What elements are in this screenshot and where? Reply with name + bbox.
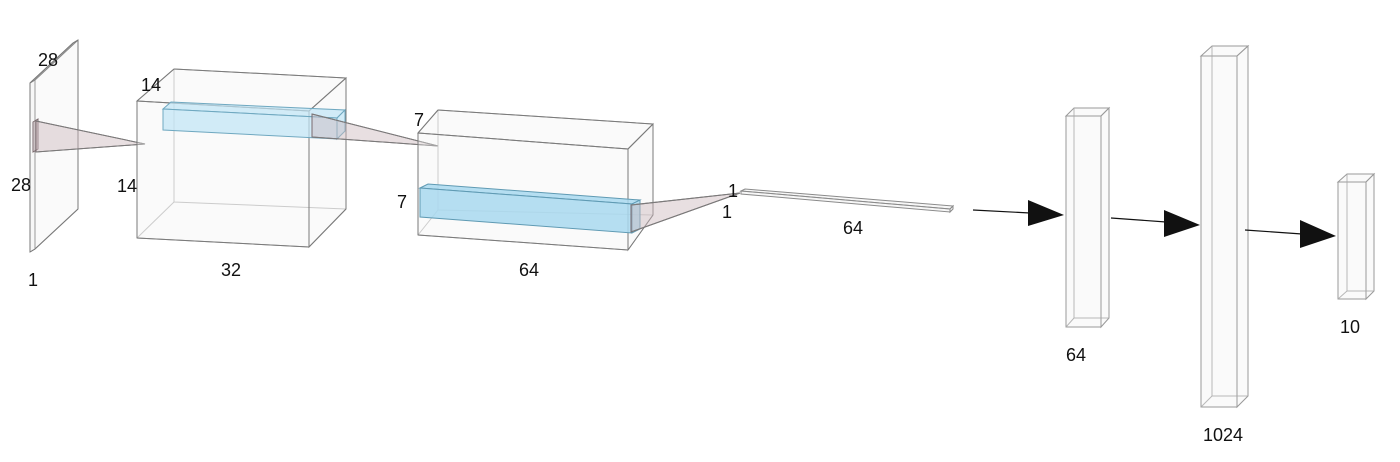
conv2-width-label: 7 <box>397 192 407 212</box>
dense-1024-label: 1024 <box>1203 425 1243 445</box>
input-depth-label: 1 <box>28 270 38 290</box>
dense-layer-1024: 1024 <box>1199 44 1250 445</box>
receptive-field-cone-1 <box>35 120 146 153</box>
flatten-layer: 1 1 64 <box>722 181 955 238</box>
conv2-kernel-slab <box>418 183 642 234</box>
dense-64-label: 64 <box>1066 345 1086 365</box>
conv1-width-label: 14 <box>117 176 137 196</box>
conv1-height-label: 14 <box>141 75 161 95</box>
dense-layer-10: 10 <box>1336 172 1376 337</box>
conv1-layer: 14 14 32 <box>117 68 348 280</box>
dense-10-label: 10 <box>1340 317 1360 337</box>
input-width-label: 28 <box>38 50 58 70</box>
conv2-depth-label: 64 <box>519 260 539 280</box>
flatten-top-label: 1 <box>728 181 738 201</box>
arrow-dense64-to-dense1024 <box>1110 210 1200 237</box>
dense-layer-64: 64 <box>1064 106 1111 365</box>
flatten-bottom-label: 1 <box>722 202 732 222</box>
input-layer: 28 28 1 <box>11 38 79 290</box>
arrow-flatten-to-dense64 <box>972 200 1064 226</box>
input-height-label: 28 <box>11 175 31 195</box>
conv1-kernel-slab <box>161 101 347 141</box>
flatten-depth-label: 64 <box>843 218 863 238</box>
arrow-dense1024-to-dense10 <box>1244 220 1336 248</box>
conv2-layer: 7 7 64 <box>397 109 655 280</box>
conv1-depth-label: 32 <box>221 260 241 280</box>
conv2-height-label: 7 <box>414 110 424 130</box>
